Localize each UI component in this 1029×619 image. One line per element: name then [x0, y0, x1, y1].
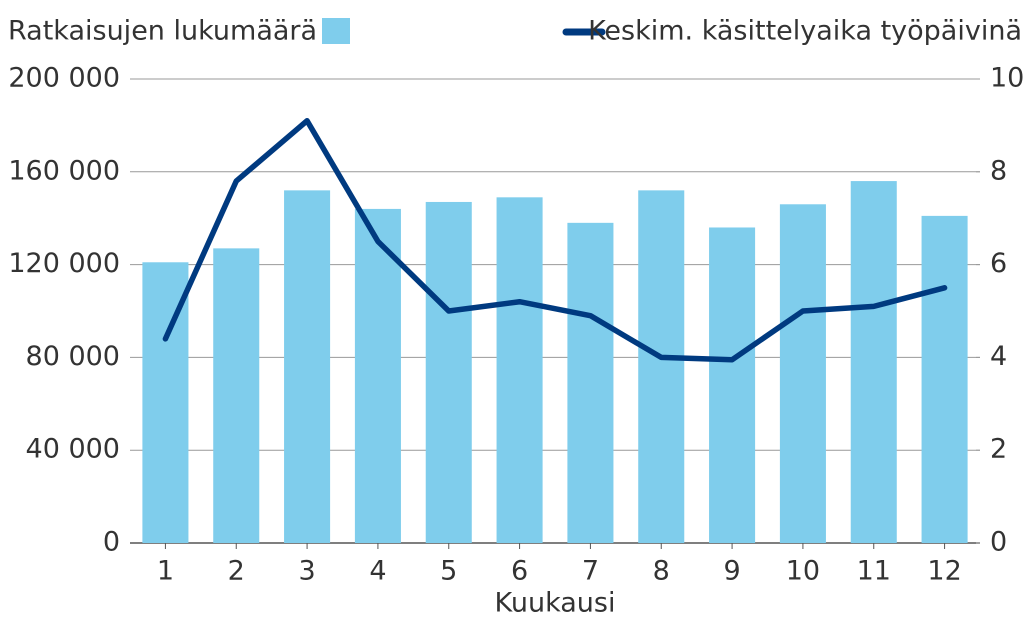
y-tick-label: 40 000: [26, 434, 120, 465]
legend-label: Ratkaisujen lukumäärä: [8, 16, 317, 47]
bar: [496, 197, 543, 543]
y2-tick-label: 8: [990, 155, 1007, 186]
x-tick-label: 5: [440, 556, 457, 587]
y-tick-label: 80 000: [26, 341, 120, 372]
y-tick-label: 0: [103, 527, 120, 558]
x-tick-label: 7: [582, 556, 599, 587]
line: [162, 118, 948, 363]
x-tick-label: 9: [723, 556, 740, 587]
bar: [779, 204, 826, 543]
y2-tick-label: 6: [990, 248, 1007, 279]
y-tick-label: 160 000: [8, 155, 120, 186]
bar: [425, 201, 472, 543]
bar: [354, 208, 401, 544]
x-tick-label: 12: [927, 556, 961, 587]
bar: [638, 190, 685, 544]
x-tick-label: 8: [653, 556, 670, 587]
x-tick-label: 1: [157, 556, 174, 587]
bar: [850, 181, 897, 543]
legend-label: Keskim. käsittelyaika työpäivinä: [588, 16, 1022, 47]
bar: [567, 222, 614, 543]
x-tick-label: 11: [857, 556, 891, 587]
y2-tick-label: 10: [990, 63, 1024, 94]
bar: [921, 215, 968, 543]
x-tick-label: 10: [786, 556, 820, 587]
legend-swatch: [322, 18, 350, 44]
bar: [213, 248, 260, 544]
x-tick-label: 2: [228, 556, 245, 587]
x-tick-label: 4: [369, 556, 386, 587]
y2-tick-label: 0: [990, 527, 1007, 558]
x-axis-label: Kuukausi: [495, 588, 616, 619]
y-tick-label: 200 000: [8, 63, 120, 94]
bar: [284, 190, 331, 544]
x-tick-label: 6: [511, 556, 528, 587]
bar: [709, 227, 756, 544]
y2-tick-label: 2: [990, 434, 1007, 465]
x-tick-label: 3: [298, 556, 315, 587]
y-tick-label: 120 000: [8, 248, 120, 279]
y2-tick-label: 4: [990, 341, 1007, 372]
